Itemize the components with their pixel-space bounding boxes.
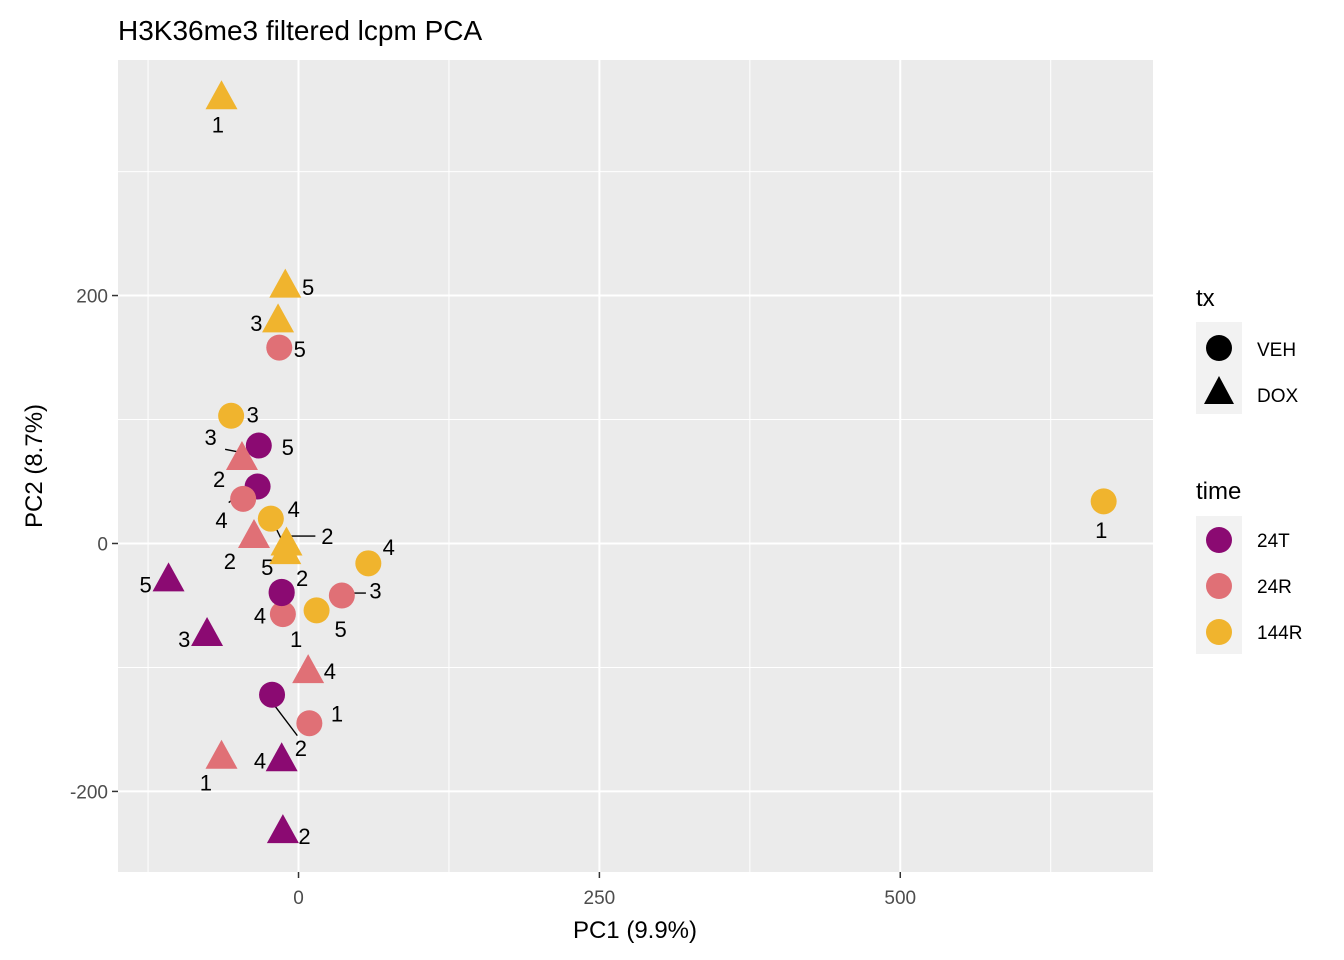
minor-gridlines	[118, 60, 1153, 872]
point-24r-veh-3	[328, 582, 355, 609]
x-tick-label: 0	[293, 888, 304, 909]
point-label: 4	[383, 535, 395, 560]
legend-tx: tx VEH DOX	[1196, 285, 1299, 414]
y-tick-label: 0	[97, 534, 108, 555]
point-label: 5	[261, 555, 273, 580]
data-points	[152, 80, 1117, 844]
legend-label-dox: DOX	[1257, 386, 1299, 407]
point-label: 3	[369, 579, 381, 604]
point-label: 5	[282, 435, 294, 460]
point-144r-veh-4	[257, 505, 284, 532]
legend-label-144r: 144R	[1257, 623, 1302, 644]
point-24t-veh-2	[259, 681, 286, 708]
point-label: 1	[290, 627, 302, 652]
point-label: 3	[250, 311, 262, 336]
point-24r-dox-1	[205, 739, 238, 769]
legend-dox-triangle-icon	[1204, 376, 1234, 404]
legend-time: time 24T 24R 144R	[1196, 478, 1302, 654]
point-144r-veh-1	[1090, 488, 1117, 515]
point-24r-veh-4	[230, 485, 257, 512]
point-label: 2	[295, 736, 307, 761]
legend-144r-swatch	[1206, 619, 1232, 645]
point-24t-dox-4	[265, 742, 298, 772]
point-24r-veh-1	[296, 710, 323, 737]
legend-label-veh: VEH	[1257, 340, 1296, 361]
label-leader-line	[271, 701, 298, 737]
point-24t-dox-5	[152, 562, 185, 592]
point-144r-dox-3	[262, 303, 295, 333]
point-label: 3	[205, 425, 217, 450]
point-label: 5	[140, 572, 152, 597]
y-axis-title: PC2 (8.7%)	[21, 404, 48, 528]
y-tick-label: 200	[76, 287, 108, 308]
point-label: 2	[321, 524, 333, 549]
legend-tx-title: tx	[1196, 285, 1215, 312]
legend-label-24t: 24T	[1257, 531, 1290, 552]
x-axis-title: PC1 (9.9%)	[573, 917, 697, 944]
point-label: 3	[178, 627, 190, 652]
label-leader-line	[224, 448, 238, 453]
point-label: 1	[200, 771, 212, 796]
point-144r-dox-5	[269, 535, 302, 565]
point-144r-veh-4	[355, 550, 382, 577]
point-label: 1	[331, 701, 343, 726]
chart-title: H3K36me3 filtered lcpm PCA	[118, 15, 482, 46]
point-label: 2	[224, 549, 236, 574]
point-24r-dox-3	[225, 440, 258, 470]
point-label: 4	[324, 659, 336, 684]
point-144r-dox-5	[269, 268, 302, 298]
y-axis-ticks: -200 0 200	[70, 287, 118, 803]
point-label: 5	[335, 617, 347, 642]
point-label: 1	[1095, 518, 1107, 543]
point-label: 2	[213, 467, 225, 492]
legend-24t-swatch	[1206, 527, 1232, 553]
point-label: 4	[254, 603, 266, 628]
plot-panel	[118, 60, 1153, 872]
point-label: 2	[296, 566, 308, 591]
x-tick-label: 250	[584, 888, 616, 909]
point-24t-dox-2	[266, 814, 299, 844]
point-label: 3	[247, 403, 259, 428]
point-24r-veh-4	[269, 601, 296, 628]
point-144r-veh-3	[218, 402, 245, 429]
legend-24r-swatch	[1206, 573, 1232, 599]
point-label: 4	[254, 748, 266, 773]
point-24t-veh-5	[245, 432, 272, 459]
legend-label-24r: 24R	[1257, 577, 1292, 598]
point-24t-veh-1	[268, 580, 295, 607]
point-label: 4	[215, 508, 227, 533]
legend-veh-circle-icon	[1206, 335, 1232, 361]
point-24r-dox-4	[292, 654, 325, 684]
legend-time-title: time	[1196, 478, 1241, 505]
point-label: 1	[212, 112, 224, 137]
x-tick-label: 500	[884, 888, 916, 909]
point-label: 5	[294, 337, 306, 362]
point-24r-dox-2	[237, 519, 270, 549]
y-tick-label: -200	[70, 782, 108, 803]
point-label: 5	[302, 275, 314, 300]
point-label: 2	[298, 824, 310, 849]
point-24r-veh-5	[266, 334, 293, 361]
point-144r-veh-5	[303, 597, 330, 624]
point-label: 4	[288, 497, 300, 522]
point-144r-dox-1	[205, 80, 238, 110]
point-24t-dox-3	[191, 616, 224, 646]
x-axis-ticks: 0 250 500	[293, 872, 916, 909]
